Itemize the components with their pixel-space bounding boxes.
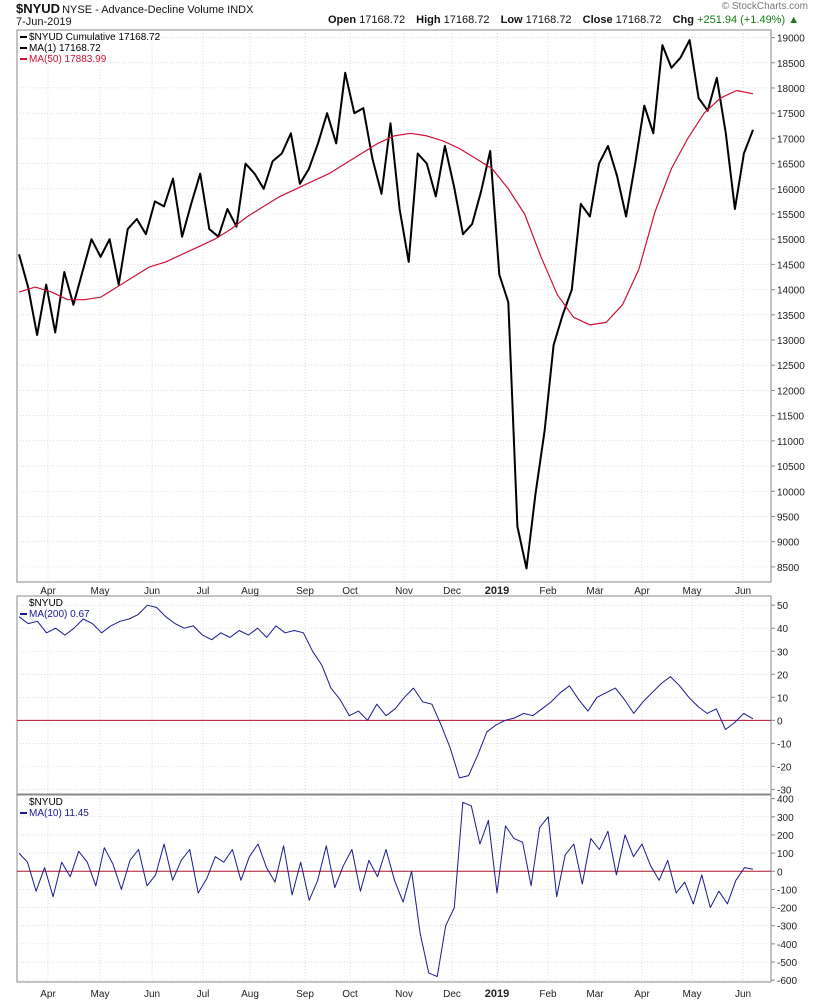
y-tick-label: 18000 [777, 84, 805, 95]
x-tick-label: 2019 [485, 585, 509, 597]
y-tick-label: 13500 [777, 311, 805, 322]
y-tick-label: 0 [777, 716, 783, 727]
x-tick-label: Aug [241, 586, 259, 597]
legend-entry: $NYUD [29, 598, 63, 609]
x-tick-label: May [683, 586, 702, 597]
x-tick-label: Jun [735, 989, 751, 1000]
legend-entry: MA(1) 17168.72 [29, 43, 101, 54]
series-line-price-0 [18, 39, 754, 570]
y-tick-label: 12500 [777, 361, 805, 372]
y-tick-label: 16000 [777, 185, 805, 196]
x-tick-label: Sep [296, 586, 314, 597]
y-tick-label: 10000 [777, 487, 805, 498]
series-line-ma200-0 [18, 604, 754, 779]
y-tick-label: -100 [777, 885, 797, 896]
y-tick-label: 0 [777, 867, 783, 878]
y-tick-label: 12000 [777, 386, 805, 397]
y-tick-label: 30 [777, 647, 789, 658]
y-tick-label: 10500 [777, 462, 805, 473]
series-line-price-1 [18, 89, 754, 326]
y-tick-label: -30 [777, 785, 792, 796]
y-tick-label: -600 [777, 976, 797, 987]
y-tick-label: 15000 [777, 235, 805, 246]
x-tick-label: May [91, 989, 110, 1000]
y-tick-label: 11000 [777, 437, 805, 448]
x-tick-label: Nov [395, 586, 413, 597]
chart-date: 7-Jun-2019 [16, 16, 72, 28]
y-tick-label: 10 [777, 693, 789, 704]
x-tick-label: Apr [40, 586, 56, 597]
panel-frame-price [16, 29, 772, 583]
x-tick-label: Feb [539, 989, 557, 1000]
series-line-ma10-0 [18, 801, 754, 978]
stockcharts-watermark: © StockCharts.com [721, 1, 808, 12]
x-tick-label: Mar [586, 586, 604, 597]
x-tick-label: Mar [586, 989, 604, 1000]
y-tick-label: 9500 [777, 512, 800, 523]
x-tick-label: May [683, 989, 702, 1000]
x-tick-label: Apr [634, 586, 650, 597]
y-tick-label: 18500 [777, 59, 805, 70]
symbol-description: NYSE - Advance-Decline Volume INDX [62, 4, 254, 16]
legend-entry: $NYUD Cumulative 17168.72 [29, 32, 161, 43]
y-tick-label: 300 [777, 813, 794, 824]
y-tick-label: 14000 [777, 286, 805, 297]
x-tick-label: Jun [144, 989, 160, 1000]
ohlc-readout: Open 17168.72 High 17168.72 Low 17168.72… [328, 14, 800, 26]
up-arrow-icon: ▲ [788, 14, 800, 26]
x-tick-label: Oct [342, 586, 358, 597]
y-tick-label: 17000 [777, 134, 805, 145]
legend-entry: MA(50) 17883.99 [29, 54, 107, 65]
x-tick-label: Sep [296, 989, 314, 1000]
x-tick-label: Nov [395, 989, 413, 1000]
x-tick-label: Feb [539, 586, 557, 597]
y-tick-label: -200 [777, 904, 797, 915]
y-tick-label: 15500 [777, 210, 805, 221]
panel-frame-ma200 [16, 595, 772, 795]
y-tick-label: 400 [777, 795, 794, 806]
y-tick-label: 14500 [777, 260, 805, 271]
panel-frame-ma10 [16, 794, 772, 983]
x-tick-label: Jun [735, 586, 751, 597]
y-tick-label: 13000 [777, 336, 805, 347]
y-tick-label: 9000 [777, 538, 800, 549]
x-tick-label: Apr [40, 989, 56, 1000]
y-tick-label: 20 [777, 670, 789, 681]
y-tick-label: -10 [777, 739, 792, 750]
y-tick-label: -20 [777, 762, 792, 773]
y-tick-label: -500 [777, 958, 797, 969]
x-tick-label: Aug [241, 989, 259, 1000]
x-tick-label: Jun [144, 586, 160, 597]
y-tick-label: 100 [777, 849, 794, 860]
y-tick-label: 40 [777, 624, 789, 635]
y-tick-label: 200 [777, 831, 794, 842]
x-tick-label: May [91, 586, 110, 597]
symbol-title: $NYUD NYSE - Advance-Decline Volume INDX [16, 1, 254, 16]
y-tick-label: 19000 [777, 34, 805, 45]
y-tick-label: 50 [777, 601, 789, 612]
y-tick-label: 16500 [777, 160, 805, 171]
x-tick-label: 2019 [485, 988, 509, 1000]
chart-header: $NYUD NYSE - Advance-Decline Volume INDX … [0, 0, 820, 30]
y-tick-label: -400 [777, 940, 797, 951]
x-tick-label: Oct [342, 989, 358, 1000]
legend-entry: $NYUD [29, 797, 63, 808]
x-tick-label: Apr [634, 989, 650, 1000]
y-tick-label: -300 [777, 922, 797, 933]
x-tick-label: Dec [443, 989, 461, 1000]
legend-entry: MA(200) 0.67 [29, 609, 90, 620]
x-tick-label: Jul [197, 586, 210, 597]
x-tick-label: Dec [443, 586, 461, 597]
y-tick-label: 11500 [777, 412, 805, 423]
x-tick-label: Jul [197, 989, 210, 1000]
y-tick-label: 8500 [777, 563, 800, 574]
change-value: +251.94 (+1.49%) [697, 14, 786, 26]
legend-entry: MA(10) 11.45 [29, 808, 89, 819]
y-tick-label: 17500 [777, 109, 805, 120]
